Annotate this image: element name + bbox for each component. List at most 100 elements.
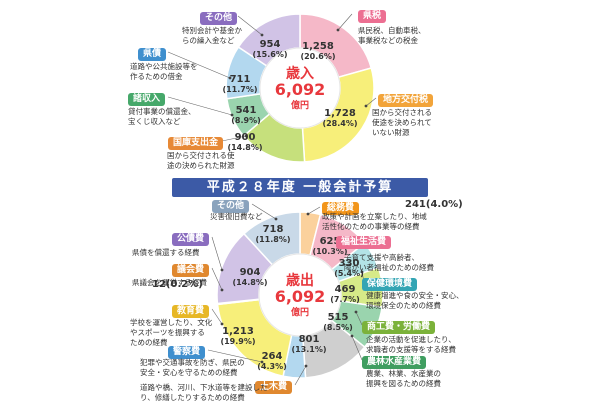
slice-pct: (5.4%) <box>334 269 364 278</box>
leader-dot <box>260 33 264 37</box>
leader-dot <box>220 288 224 292</box>
center-label: 歳出 <box>286 272 314 289</box>
slice-pct: (20.6%) <box>300 52 335 61</box>
leader-dot <box>360 270 364 274</box>
slice-description: 企業の活動を促進したり、 求職者の支援等をする経費 <box>366 335 456 354</box>
leader-dot <box>244 134 248 138</box>
slice-pct: (28.4%) <box>322 119 357 128</box>
pie-center <box>258 253 342 337</box>
center-unit: 億円 <box>291 306 309 318</box>
slice-description: 特別会計や基金か らの繰入金など <box>182 26 242 45</box>
slice-description: 県債を償還する経費 <box>132 248 200 257</box>
slice-value: 711 <box>230 74 251 85</box>
slice-pct: (14.8%) <box>227 143 262 152</box>
slice-pct: (8.5%) <box>323 323 353 332</box>
leader-line <box>294 365 307 386</box>
slice-value: 241(4.0%) <box>405 199 463 210</box>
leader-line <box>351 335 363 361</box>
slice-label: その他 <box>200 12 238 25</box>
slice-description: 国から交付される使 途の決められた財源 <box>167 151 235 170</box>
leader-line <box>365 97 377 107</box>
slice-description: 国から交付される 使途を決められて いない財源 <box>372 108 432 137</box>
slice-pct: (15.6%) <box>252 50 287 59</box>
slice-value: 469 <box>335 284 356 295</box>
slice-description: 道路や橋、河川、下水道等を建設した り、修繕したりするための経費 <box>140 383 268 402</box>
leader-line <box>337 13 353 31</box>
leader-dot <box>220 268 224 272</box>
leader-dot <box>220 322 224 326</box>
leader-dot <box>336 28 340 32</box>
center-unit: 億円 <box>291 99 309 111</box>
slice-value: 12(0.2%) <box>152 279 203 290</box>
leader-line <box>167 51 231 79</box>
slice-label: 県債 <box>138 48 167 61</box>
slice-label: 商工費・労働費 <box>362 321 436 334</box>
leader-line <box>167 96 233 116</box>
slice-label: 議会費 <box>172 264 210 277</box>
leader-line <box>207 349 263 363</box>
leader-dot <box>364 104 368 108</box>
leader-line <box>251 203 277 220</box>
slice-pct: (14.8%) <box>232 278 267 287</box>
slice-value: 1,213 <box>222 326 254 337</box>
center-total: 6,092 <box>275 80 326 99</box>
slice-pct: (13.1%) <box>291 345 326 354</box>
slice-label: 保健環境費 <box>362 278 418 291</box>
slice-label: 総務費 <box>322 202 360 215</box>
slice-value: 515 <box>328 312 349 323</box>
leader-line <box>307 206 321 215</box>
slice-value: 1,258 <box>302 41 334 52</box>
slice-description: 貸付事業の償還金、 宝くじ収入など <box>128 107 196 126</box>
slice-value: 264 <box>262 351 283 362</box>
slice-label: 国庫支出金 <box>168 137 224 150</box>
slice-pct: (8.9%) <box>231 116 261 125</box>
slice-description: 農業、林業、水産業の 振興を図るための経費 <box>366 369 441 388</box>
slice-label: 土木費 <box>255 381 293 394</box>
slice-label: 福祉生活費 <box>336 236 392 249</box>
slice-value: 1,728 <box>324 108 356 119</box>
slice-label: 警察費 <box>168 346 206 359</box>
slice-label: 諸収入 <box>128 93 166 106</box>
leader-line <box>237 15 263 36</box>
slice-description: 犯罪や交通事故を防ぎ、県民の 安全・安心を守るための経費 <box>140 358 245 377</box>
leader-dot <box>304 364 308 368</box>
slice-pct: (4.3%) <box>257 362 287 371</box>
leader-dot <box>354 310 358 314</box>
leader-line <box>211 236 223 271</box>
center-label: 歳入 <box>286 65 314 82</box>
slice-value: 541 <box>236 105 257 116</box>
leader-dot <box>260 360 264 364</box>
leader-dot <box>306 212 310 216</box>
slice-value: 904 <box>240 267 261 278</box>
center-total: 6,092 <box>275 287 326 306</box>
slice-pct: (19.9%) <box>220 337 255 346</box>
slice-value: 718 <box>263 224 284 235</box>
leader-dot <box>274 217 278 221</box>
slice-description: 県民税、自動車税、 事業税などの税金 <box>358 26 426 45</box>
slice-value: 625 <box>320 236 341 247</box>
slice-label: 県税 <box>358 10 387 23</box>
leader-line <box>211 308 223 325</box>
slice-pct: (7.7%) <box>330 295 360 304</box>
slice-value: 900 <box>235 132 256 143</box>
leader-dot <box>230 113 234 117</box>
slice-value: 330 <box>339 258 360 269</box>
slice-label: 教育費 <box>172 305 210 318</box>
slice-description: 道路や公共施設等を 作るための借金 <box>130 62 198 81</box>
pie-center <box>259 47 341 129</box>
slice-value: 954 <box>260 39 281 50</box>
slice-description: 県議会を運営する経費 <box>132 278 207 287</box>
slice-pct: (11.7%) <box>222 85 257 94</box>
slice-description: 健康増進や食の安全・安心、 環境保全のための経費 <box>366 291 464 310</box>
slice-label: 地方交付税 <box>378 94 434 107</box>
page-title: 平成２８年度 一般会計予算 <box>172 178 428 197</box>
slice-description: 学校を運営したり、文化 やスポーツを振興する ための経費 <box>130 318 213 347</box>
slice-pct: (11.8%) <box>255 235 290 244</box>
slice-description: 子育て支援や高齢者、 障がい者福祉のための経費 <box>344 253 434 272</box>
slice-label: 農林水産業費 <box>362 356 427 369</box>
leader-dot <box>350 334 354 338</box>
